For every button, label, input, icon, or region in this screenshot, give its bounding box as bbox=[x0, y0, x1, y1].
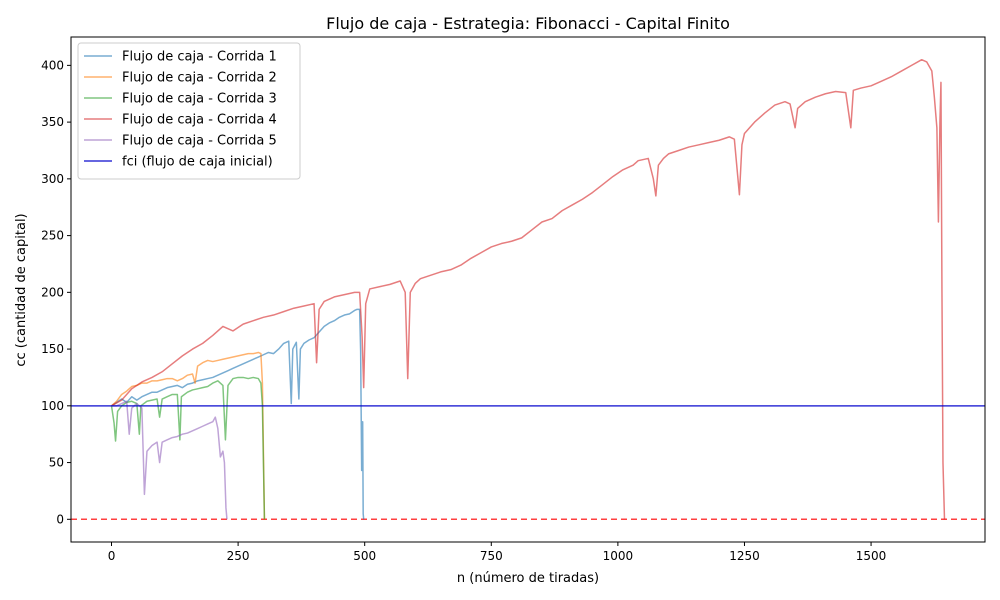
y-tick-label: 50 bbox=[49, 456, 64, 470]
legend-entry-label: fci (flujo de caja inicial) bbox=[122, 155, 273, 170]
legend-box bbox=[77, 42, 301, 180]
plot-frame bbox=[70, 36, 986, 543]
x-axis-ticks: 0 250 500 750 1000 1250 1500 bbox=[108, 542, 887, 563]
y-tick-label: 0 bbox=[56, 512, 64, 526]
series-line-1 bbox=[111, 308, 365, 520]
x-tick-label: 1250 bbox=[729, 549, 760, 563]
legend-entry-label: Flujo de caja - Corrida 5 bbox=[122, 134, 277, 149]
y-tick-label: 350 bbox=[41, 115, 64, 129]
legend-entry-label: Flujo de caja - Corrida 2 bbox=[122, 71, 277, 86]
x-tick-label: 1000 bbox=[603, 549, 634, 563]
x-axis-label: n (número de tiradas) bbox=[457, 571, 599, 586]
x-tick-label: 500 bbox=[353, 549, 376, 563]
x-tick-label: 250 bbox=[227, 549, 250, 563]
y-tick-label: 400 bbox=[41, 58, 64, 72]
plot-area bbox=[71, 58, 985, 521]
series-line-5 bbox=[111, 400, 228, 520]
series-line-4 bbox=[111, 58, 946, 520]
x-tick-label: 750 bbox=[480, 549, 503, 563]
y-tick-label: 150 bbox=[41, 342, 64, 356]
y-tick-label: 100 bbox=[41, 399, 64, 413]
legend-entry-label: Flujo de caja - Corrida 4 bbox=[122, 113, 277, 128]
legend-entry-label: Flujo de caja - Corrida 1 bbox=[122, 50, 277, 65]
y-tick-label: 300 bbox=[41, 172, 64, 186]
y-tick-label: 200 bbox=[41, 285, 64, 299]
chart-title: Flujo de caja - Estrategia: Fibonacci - … bbox=[326, 14, 730, 33]
y-axis-label: cc (cantidad de capital) bbox=[14, 213, 29, 366]
y-axis-ticks: 0 50 100 150 200 250 300 350 400 bbox=[41, 58, 71, 526]
x-tick-label: 0 bbox=[108, 549, 116, 563]
legend-entry-label: Flujo de caja - Corrida 3 bbox=[122, 92, 277, 107]
x-tick-label: 1500 bbox=[856, 549, 887, 563]
y-tick-label: 250 bbox=[41, 229, 64, 243]
legend: Flujo de caja - Corrida 1 Flujo de caja -… bbox=[77, 42, 301, 180]
series-line-3 bbox=[110, 376, 266, 520]
